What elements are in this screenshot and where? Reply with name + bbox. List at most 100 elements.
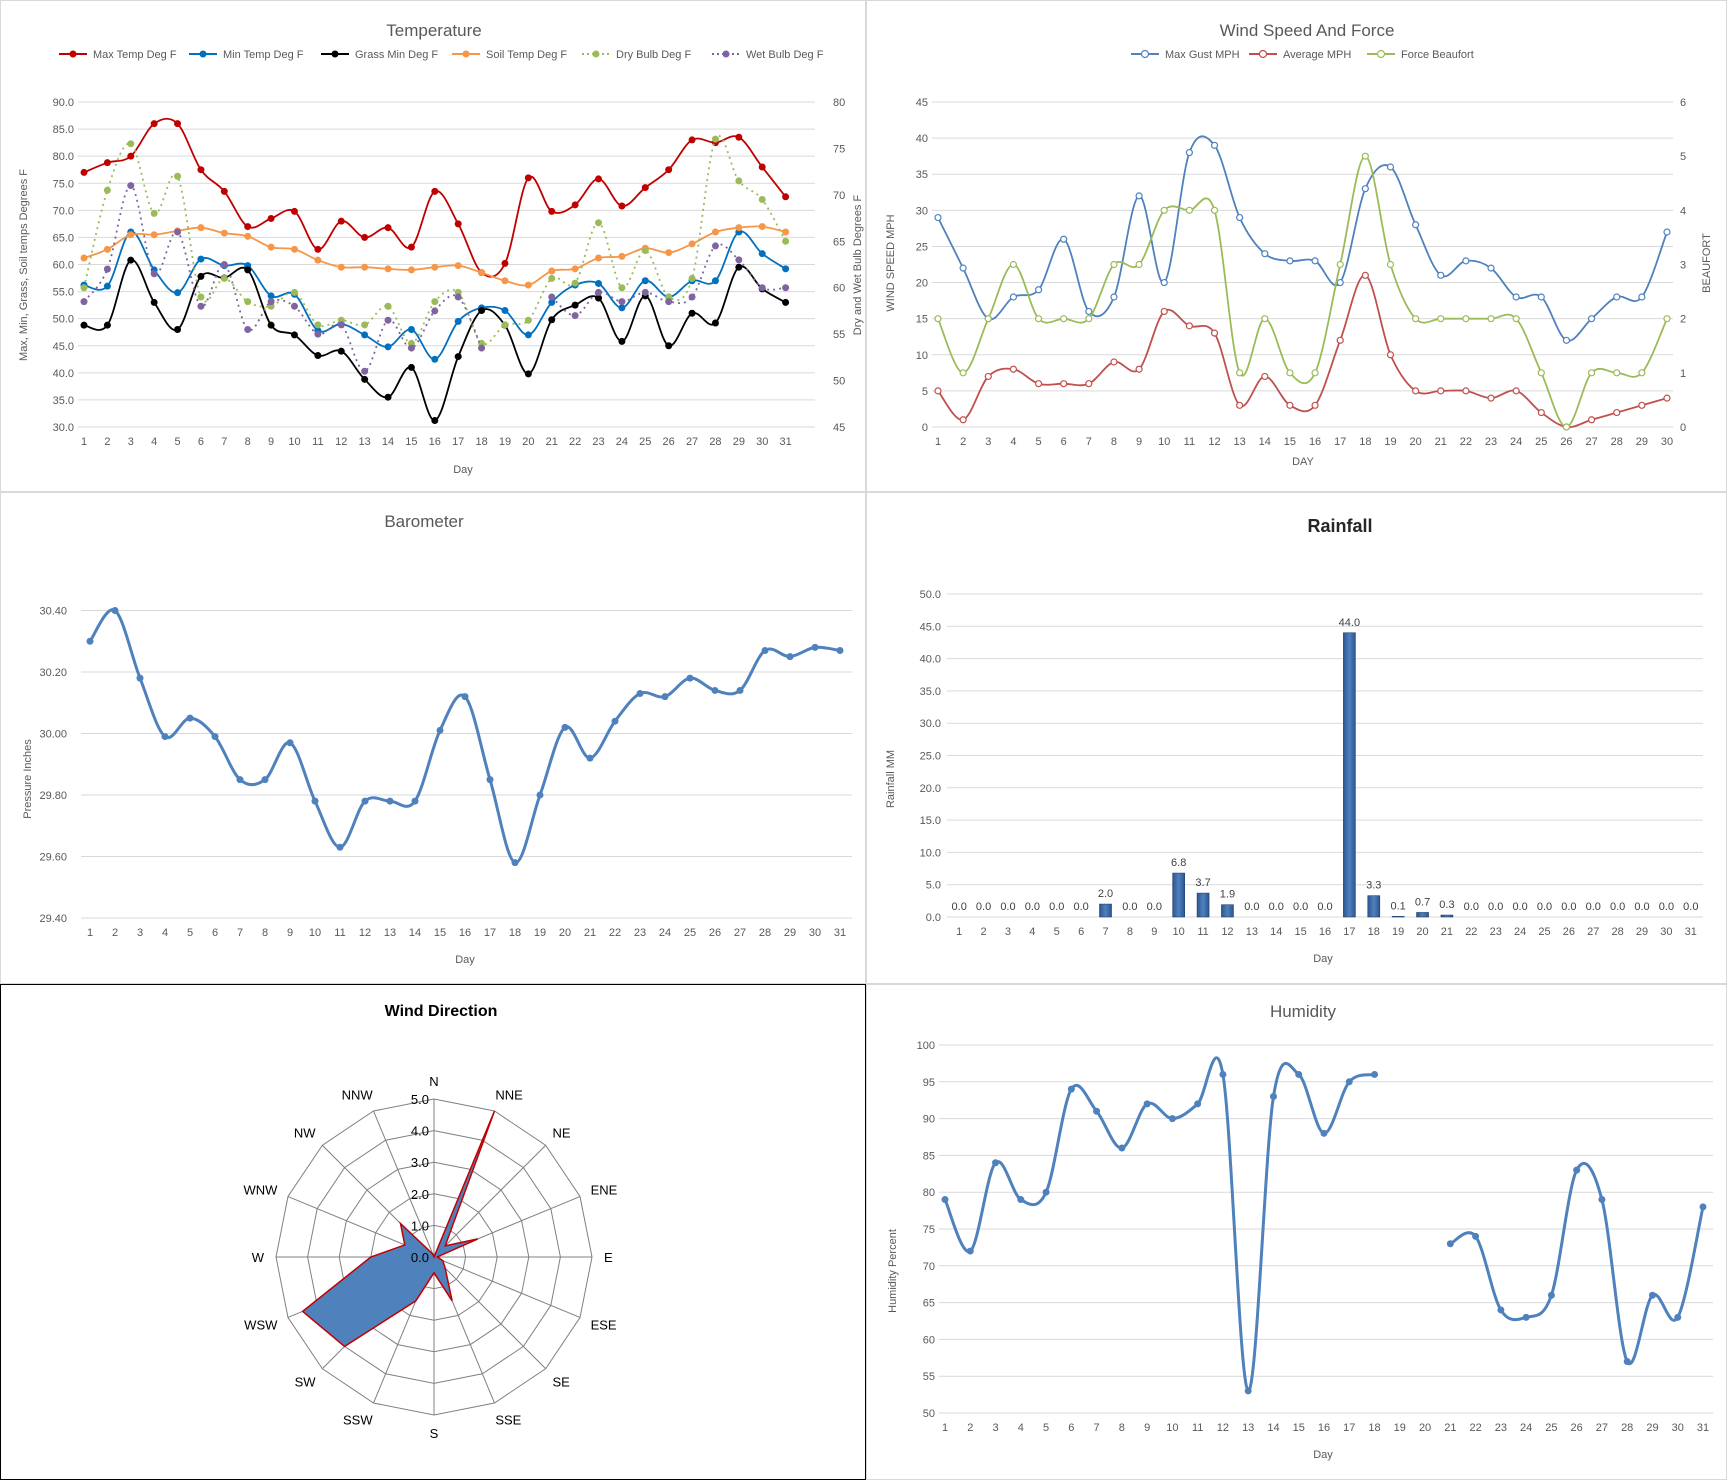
y-tick-label: 25 bbox=[916, 241, 928, 253]
legend-entry: Dry Bulb Deg F bbox=[582, 49, 691, 61]
data-point bbox=[407, 344, 415, 352]
data-point bbox=[161, 733, 169, 741]
x-tick-label: 8 bbox=[1119, 1422, 1125, 1434]
data-point bbox=[661, 693, 669, 701]
data-point bbox=[1295, 1070, 1303, 1078]
x-tick-label: 23 bbox=[634, 927, 646, 939]
data-point bbox=[136, 674, 144, 682]
data-point bbox=[407, 326, 415, 333]
data-point bbox=[127, 182, 135, 190]
data-point bbox=[384, 265, 392, 273]
data-point bbox=[548, 298, 556, 306]
compass-label-nne: NNE bbox=[495, 1087, 523, 1102]
data-point bbox=[314, 245, 322, 253]
y-tick-label: 85 bbox=[923, 1150, 935, 1162]
data-point bbox=[782, 265, 790, 273]
x-tick-label: 10 bbox=[1158, 436, 1170, 448]
series-wet-bulb-deg-f bbox=[80, 182, 790, 375]
x-tick-label: 29 bbox=[1646, 1422, 1658, 1434]
rain-data-label: 0.3 bbox=[1439, 899, 1454, 911]
data-point bbox=[665, 166, 673, 174]
data-point bbox=[1286, 401, 1294, 409]
x-tick-label: 2 bbox=[967, 1422, 973, 1434]
data-point bbox=[197, 166, 205, 174]
data-point bbox=[1034, 286, 1043, 294]
rainfall-x-ticks: 1 2 3 4 5 6 7 8 9 10 11 12 13 14 15 16 17 18 19 20 21 22 23 24 2… bbox=[956, 926, 1697, 938]
y-tick-label: 29.60 bbox=[39, 852, 67, 864]
data-point bbox=[80, 168, 88, 176]
data-point bbox=[174, 289, 182, 297]
rainfall-bars bbox=[1099, 632, 1454, 918]
x-tick-label: 28 bbox=[1611, 436, 1623, 448]
y-tick-label: 30.0 bbox=[53, 422, 74, 434]
data-point bbox=[103, 245, 111, 253]
data-point bbox=[1185, 206, 1193, 214]
data-point bbox=[1236, 369, 1244, 377]
x-tick-label: 4 bbox=[1029, 926, 1035, 938]
barometer-y-ticks: 29.40 29.60 29.80 30.00 30.20 30.40 bbox=[39, 606, 67, 926]
data-point bbox=[1623, 1357, 1631, 1365]
radar-spoke bbox=[433, 1256, 581, 1318]
compass-label-nnw: NNW bbox=[342, 1087, 374, 1102]
x-tick-label: 20 bbox=[1409, 436, 1421, 448]
y-tick-label: 10.0 bbox=[920, 847, 941, 859]
wind-speed-grid bbox=[932, 101, 1673, 428]
data-point bbox=[636, 690, 644, 698]
data-point bbox=[454, 262, 462, 270]
x-tick-label: 24 bbox=[616, 436, 628, 448]
x-tick-label: 15 bbox=[405, 436, 417, 448]
rain-bar bbox=[1440, 914, 1454, 918]
data-point bbox=[782, 298, 790, 306]
data-point bbox=[290, 331, 298, 339]
data-point bbox=[665, 298, 673, 306]
data-point bbox=[150, 120, 158, 128]
data-point bbox=[782, 193, 790, 201]
rain-data-label: 6.8 bbox=[1171, 857, 1186, 869]
series-line bbox=[937, 274, 1668, 429]
data-point bbox=[361, 263, 369, 271]
x-tick-label: 26 bbox=[709, 927, 721, 939]
data-point bbox=[1462, 315, 1470, 323]
y-right-tick-label: 60 bbox=[833, 283, 845, 295]
data-point bbox=[782, 237, 790, 245]
legend-entry: Wet Bulb Deg F bbox=[712, 49, 824, 61]
data-point bbox=[1336, 336, 1344, 344]
series-line bbox=[83, 117, 787, 278]
data-point bbox=[431, 307, 439, 315]
data-point bbox=[407, 243, 415, 251]
temperature-x-label: Day bbox=[453, 464, 473, 476]
compass-label-ssw: SSW bbox=[343, 1413, 373, 1428]
x-tick-label: 3 bbox=[985, 436, 991, 448]
radial-tick-label: 3.0 bbox=[411, 1155, 429, 1170]
x-tick-label: 14 bbox=[1270, 926, 1282, 938]
data-point bbox=[1261, 250, 1269, 258]
data-point bbox=[571, 301, 579, 309]
data-point bbox=[1512, 387, 1520, 395]
data-point bbox=[1699, 1203, 1707, 1211]
data-point bbox=[611, 717, 619, 725]
rain-data-label: 0.0 bbox=[1147, 901, 1162, 913]
data-point bbox=[536, 791, 544, 799]
y-right-tick-label: 1 bbox=[1680, 368, 1686, 380]
data-point bbox=[127, 140, 135, 148]
rain-data-label: 0.0 bbox=[1537, 901, 1552, 913]
y-tick-label: 29.40 bbox=[39, 913, 67, 925]
data-point bbox=[571, 279, 579, 287]
wind-speed-series bbox=[934, 135, 1671, 431]
data-point bbox=[595, 219, 603, 227]
data-point bbox=[384, 316, 392, 324]
series-line bbox=[83, 230, 787, 361]
rain-data-label: 0.0 bbox=[1269, 901, 1284, 913]
y-tick-label: 0.0 bbox=[926, 912, 941, 924]
x-tick-label: 20 bbox=[559, 927, 571, 939]
legend-label: Wet Bulb Deg F bbox=[746, 49, 824, 61]
data-point bbox=[1160, 307, 1168, 316]
data-point bbox=[337, 347, 345, 355]
x-tick-label: 27 bbox=[686, 436, 698, 448]
data-point bbox=[1160, 278, 1168, 287]
data-point bbox=[1412, 221, 1420, 229]
x-tick-label: 6 bbox=[212, 927, 218, 939]
rainfall-grid bbox=[947, 593, 1703, 918]
data-point bbox=[665, 342, 673, 350]
